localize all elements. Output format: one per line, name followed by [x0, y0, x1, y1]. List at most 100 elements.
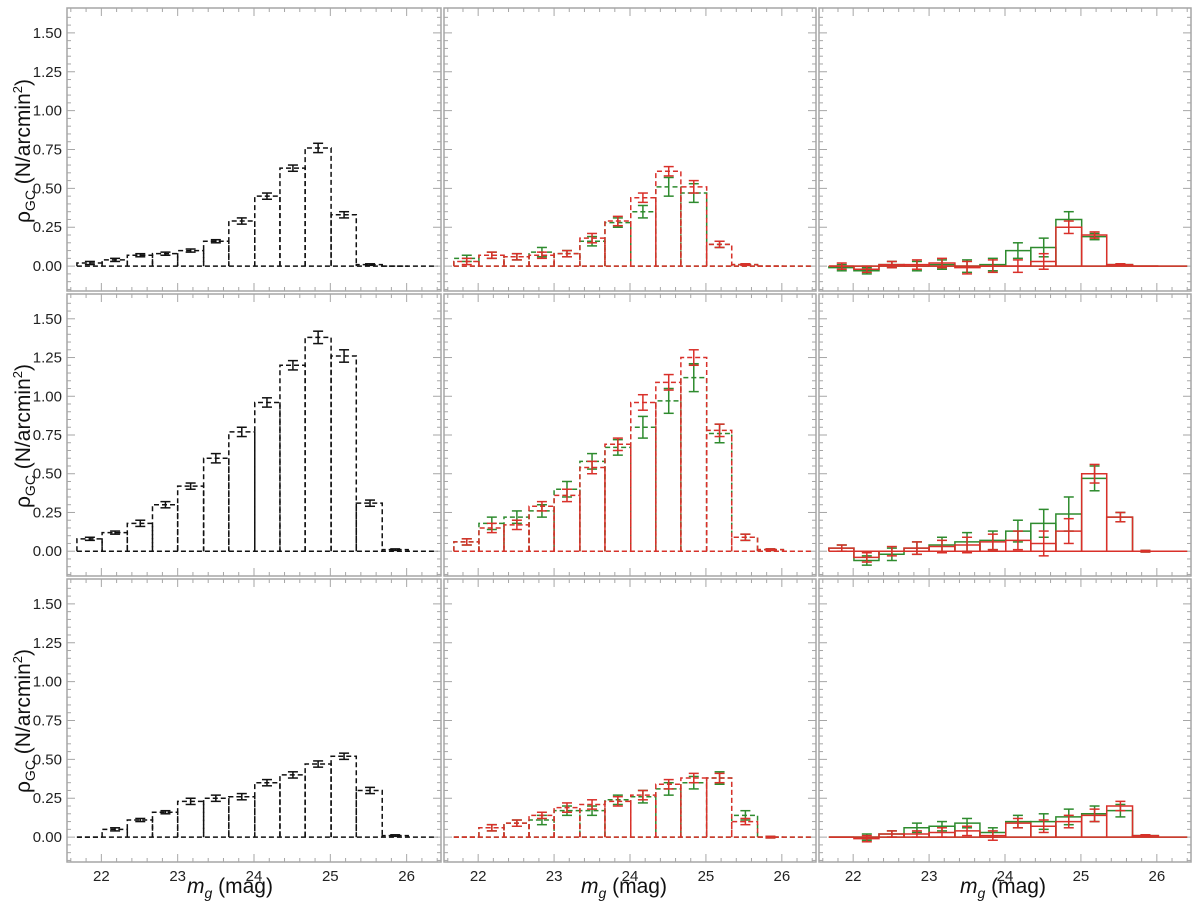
x-tick-label: 23: [169, 868, 186, 885]
error-bar: [911, 259, 922, 270]
error-bar: [185, 797, 196, 806]
error-bar: [110, 530, 121, 535]
error-bar: [936, 257, 947, 269]
error-bar: [1012, 242, 1023, 260]
y-tick-label: 1.25: [33, 635, 62, 652]
error-bar: [637, 415, 648, 439]
histogram-bar: [453, 541, 480, 552]
histogram-bar: [202, 240, 230, 267]
error-bar: [365, 786, 376, 795]
y-tick-label: 0.75: [33, 713, 62, 730]
error-bar: [313, 330, 324, 345]
histogram-bar: [355, 789, 383, 838]
x-tick-label: 24: [622, 868, 639, 885]
y-tick-label: 1.00: [33, 103, 62, 120]
error-bar: [1140, 834, 1151, 838]
error-bar: [185, 248, 196, 253]
histogram-bar: [355, 263, 383, 267]
histogram-bar: [730, 263, 759, 267]
y-tick-label: 1.25: [33, 64, 62, 81]
series-red: [453, 165, 813, 267]
error-bar: [1115, 511, 1126, 523]
histogram-bar: [1105, 516, 1134, 552]
panel-frame: [66, 578, 442, 863]
error-bar: [714, 423, 725, 438]
error-bar: [365, 263, 376, 267]
error-bar: [236, 426, 247, 438]
error-bar: [536, 251, 547, 260]
x-tick-label: 22: [845, 868, 862, 885]
x-tick-label: 25: [1073, 868, 1090, 885]
error-bar: [765, 548, 776, 552]
error-bar: [135, 817, 146, 823]
error-bar: [261, 778, 272, 787]
error-bar: [1115, 800, 1126, 812]
error-bar: [236, 217, 247, 225]
error-bar: [1038, 252, 1049, 270]
histogram-bar: [579, 809, 606, 838]
error-bar: [561, 488, 572, 503]
error-bar: [587, 460, 598, 475]
x-tick-label: 24: [997, 868, 1014, 885]
error-bar: [1038, 819, 1049, 834]
series-black: [76, 752, 438, 838]
error-bar: [612, 795, 623, 807]
series-red: [453, 349, 813, 552]
series-red: [828, 220, 1188, 275]
error-bar: [740, 817, 751, 826]
panel-r2-c3: [818, 293, 1192, 577]
error-bar: [339, 349, 350, 363]
panel-frame: [66, 293, 442, 577]
error-bar: [962, 260, 973, 275]
panel-r2-c2: [443, 293, 817, 577]
error-bar: [637, 789, 648, 801]
axis-ticks: [819, 8, 1191, 291]
histogram-bar: [101, 531, 129, 552]
axis-ticks: [444, 8, 816, 291]
error-bar: [886, 830, 897, 838]
y-tick-label: 0.50: [33, 466, 62, 483]
error-bar: [287, 359, 298, 371]
error-bar: [261, 397, 272, 408]
error-bar: [486, 251, 497, 260]
error-bar: [287, 164, 298, 173]
error-bar: [637, 393, 648, 411]
error-bar: [861, 265, 872, 274]
histogram-bar: [680, 777, 708, 838]
error-bar: [836, 544, 847, 552]
histogram-bar: [381, 548, 409, 552]
y-axis-label-row-3: ρGC (N/arcmin2): [10, 649, 38, 793]
error-bar: [1063, 814, 1074, 829]
error-bar: [1012, 259, 1023, 274]
x-tick-label: 23: [921, 868, 938, 885]
error-bar: [561, 802, 572, 813]
y-tick-label: 0.00: [33, 829, 62, 846]
error-bar: [339, 210, 350, 219]
labels-layer: ρGC (N/arcmin2) ρGC (N/arcmin2) ρGC (N/a…: [10, 79, 1046, 901]
error-bar: [486, 823, 497, 832]
axis-ticks: [444, 294, 816, 576]
panel-r1-c3: [818, 7, 1192, 292]
error-bar: [160, 809, 171, 815]
histogram-bar: [553, 809, 581, 838]
histogram-bar: [330, 355, 358, 552]
histogram-bar: [705, 429, 733, 552]
axis-ticks: [819, 294, 1191, 576]
error-bar: [688, 349, 699, 367]
y-axis-label-row-1: ρGC (N/arcmin2): [10, 79, 38, 223]
error-bar: [561, 249, 572, 258]
panel-r2-c1: 0.00 0.25 0.50 0.75 1.00 1.25 1.50: [33, 293, 442, 577]
error-bar: [714, 240, 725, 249]
histogram-bar: [151, 811, 179, 838]
error-bar: [1089, 808, 1100, 823]
error-bar: [663, 373, 674, 391]
error-bar: [110, 827, 121, 832]
y-tick-label: 1.50: [33, 311, 62, 328]
error-bar: [1012, 817, 1023, 829]
y-tick-label: 1.25: [33, 350, 62, 367]
x-tick-label: 22: [93, 868, 110, 885]
histogram-bar: [528, 254, 555, 267]
error-bar: [536, 500, 547, 512]
series-red: [828, 800, 1188, 843]
error-bar: [740, 533, 751, 542]
